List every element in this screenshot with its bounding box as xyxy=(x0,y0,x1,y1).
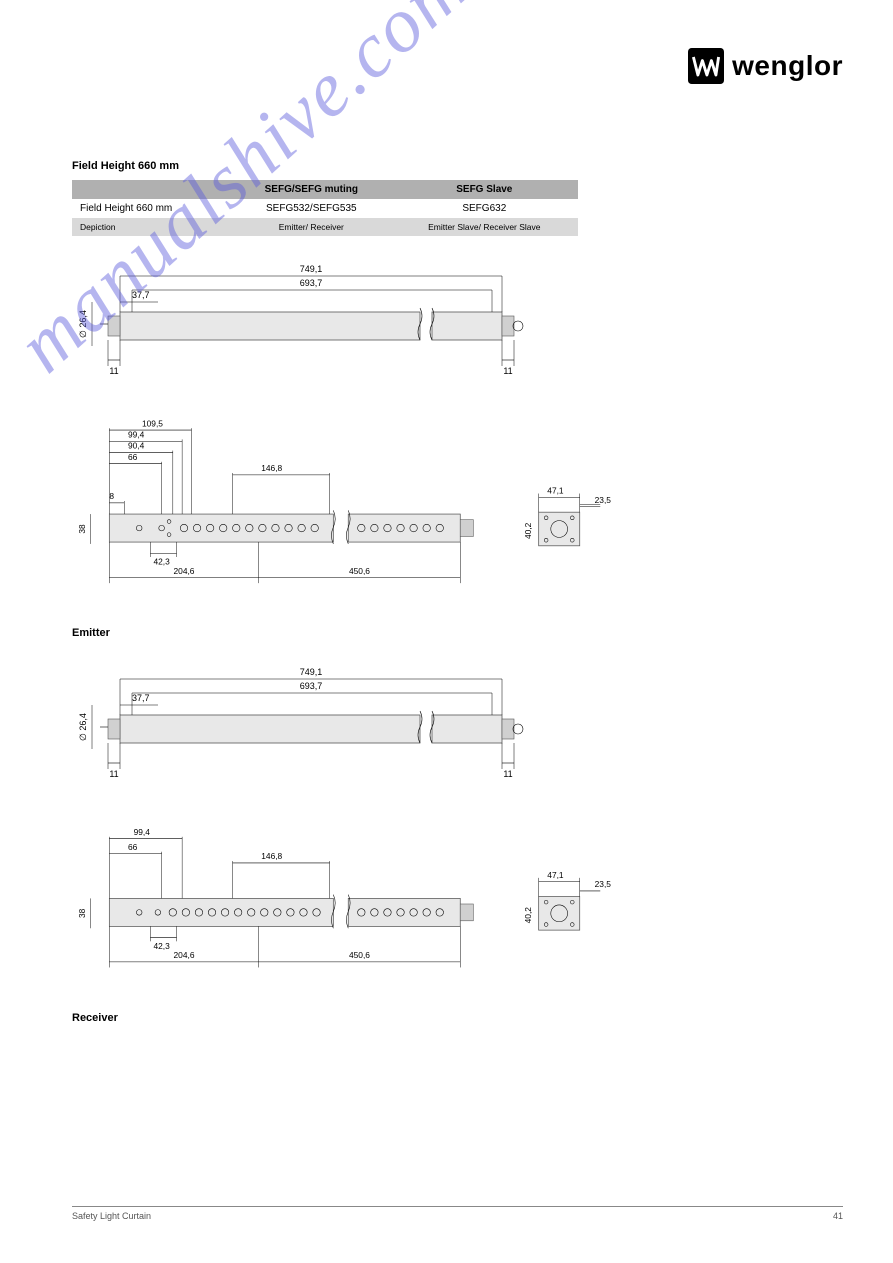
emitter-top-drawing: ∅ 26,4 749,1 693,7 37,7 xyxy=(72,254,632,394)
svg-text:146,8: 146,8 xyxy=(261,852,282,862)
svg-text:11: 11 xyxy=(109,366,118,376)
svg-text:749,1: 749,1 xyxy=(300,667,323,677)
svg-text:749,1: 749,1 xyxy=(300,264,323,274)
tf-1: Emitter/ Receiver xyxy=(232,218,391,236)
svg-text:38: 38 xyxy=(77,909,87,919)
svg-text:23,5: 23,5 xyxy=(595,880,612,890)
svg-text:37,7: 37,7 xyxy=(132,693,150,703)
emitter-caption: Emitter xyxy=(72,627,578,639)
th-1: SEFG/SEFG muting xyxy=(232,180,391,199)
svg-text:450,6: 450,6 xyxy=(349,950,370,960)
td-label: Field Height 660 mm xyxy=(72,199,232,218)
model-table: SEFG/SEFG muting SEFG Slave Field Height… xyxy=(72,180,578,236)
svg-text:40,2: 40,2 xyxy=(523,522,533,539)
svg-text:42,3: 42,3 xyxy=(153,941,170,951)
th-2: SEFG Slave xyxy=(391,180,578,199)
page-footer: Safety Light Curtain 41 xyxy=(72,1206,843,1221)
svg-text:66: 66 xyxy=(128,452,138,462)
brand-name: wenglor xyxy=(732,50,843,82)
svg-text:47,1: 47,1 xyxy=(547,870,564,880)
svg-text:37,7: 37,7 xyxy=(132,290,150,300)
wenglor-icon: R xyxy=(688,48,724,84)
emitter-front-drawing: 38 xyxy=(72,417,632,594)
svg-text:11: 11 xyxy=(109,769,118,779)
svg-text:11: 11 xyxy=(503,769,512,779)
td-1: SEFG532/SEFG535 xyxy=(232,199,391,218)
svg-text:47,1: 47,1 xyxy=(547,486,564,496)
td-2: SEFG632 xyxy=(391,199,578,218)
svg-text:23,5: 23,5 xyxy=(595,495,612,505)
svg-text:204,6: 204,6 xyxy=(174,566,195,576)
page-number: 41 xyxy=(833,1211,843,1221)
svg-text:99,4: 99,4 xyxy=(128,430,145,440)
svg-text:693,7: 693,7 xyxy=(300,681,323,691)
svg-text:42,3: 42,3 xyxy=(153,556,170,566)
svg-text:∅ 26,4: ∅ 26,4 xyxy=(78,310,88,338)
brand-logo: R wenglor xyxy=(688,48,843,84)
svg-text:99,4: 99,4 xyxy=(134,827,151,837)
svg-text:450,6: 450,6 xyxy=(349,566,370,576)
svg-text:38: 38 xyxy=(77,524,87,534)
svg-text:90,4: 90,4 xyxy=(128,441,145,451)
receiver-top-drawing: ∅ 26,4 749,1 693,7 37,7 11 xyxy=(72,657,632,797)
tf-label: Depiction xyxy=(72,218,232,236)
tf-2: Emitter Slave/ Receiver Slave xyxy=(391,218,578,236)
svg-text:693,7: 693,7 xyxy=(300,278,323,288)
receiver-front-drawing: 38 xyxy=(72,820,632,979)
svg-text:11: 11 xyxy=(503,366,512,376)
receiver-caption: Receiver xyxy=(72,1012,578,1024)
footer-title: Safety Light Curtain xyxy=(72,1211,151,1221)
svg-text:109,5: 109,5 xyxy=(142,418,163,428)
th-blank xyxy=(72,180,232,199)
section-heading: Field Height 660 mm xyxy=(72,160,578,172)
svg-text:8: 8 xyxy=(109,491,114,501)
svg-text:R: R xyxy=(720,52,722,56)
svg-text:40,2: 40,2 xyxy=(523,907,533,924)
svg-text:146,8: 146,8 xyxy=(261,463,282,473)
svg-text:66: 66 xyxy=(128,842,138,852)
svg-text:∅ 26,4: ∅ 26,4 xyxy=(78,713,88,741)
svg-text:204,6: 204,6 xyxy=(174,950,195,960)
